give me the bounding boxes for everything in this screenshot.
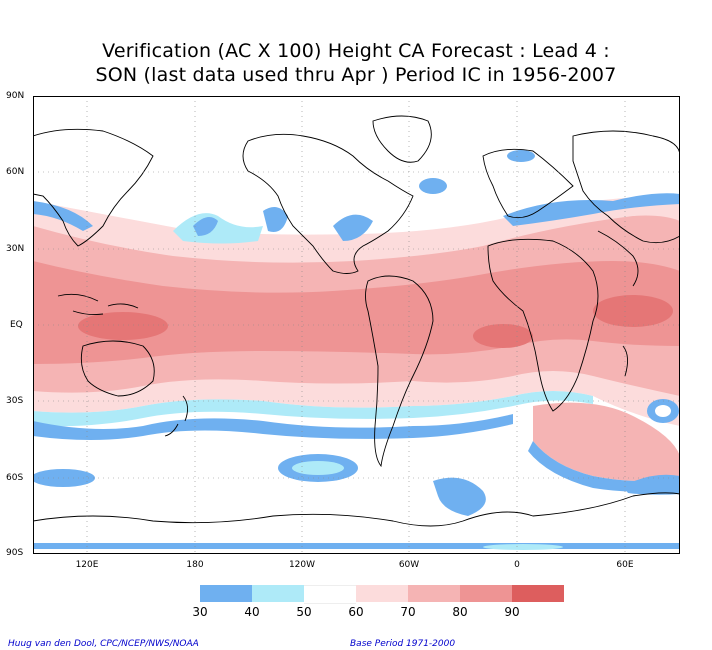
lat-label-90s: 90S — [6, 548, 24, 558]
map-title-line2: SON (last data used thru Apr ) Period IC… — [95, 64, 617, 86]
skill-edge-north-blue — [33, 201, 93, 231]
coast-africa — [487, 238, 599, 412]
coast-madagascar — [622, 345, 628, 377]
skill-blob-south-atlantic — [533, 402, 680, 481]
colorbar-swatch — [200, 585, 252, 602]
colorbar-label-80: 80 — [452, 605, 468, 619]
skill-blob-east-south-2-inner — [655, 405, 671, 417]
lat-label-60s: 60S — [6, 473, 24, 483]
coast-new-zealand — [164, 395, 188, 437]
colorbar-swatch — [252, 585, 304, 602]
colorbar-label-50: 50 — [296, 605, 312, 619]
coast-asia — [572, 130, 680, 244]
skill-patch-north-blue-5 — [507, 150, 535, 162]
lon-label-120w: 120W — [288, 560, 316, 570]
skill-patch-north-blue-4 — [419, 178, 447, 194]
skill-patch-north-blue-1 — [193, 217, 218, 236]
lon-label-60w: 60W — [398, 560, 420, 570]
colorbar-label-60: 60 — [348, 605, 364, 619]
skill-edge-south-blue — [33, 391, 593, 427]
colorbar-label-30: 30 — [192, 605, 208, 619]
colorbar-swatch — [512, 585, 564, 602]
lon-label-0: 0 — [514, 560, 520, 570]
contour-fields — [33, 150, 680, 550]
coast-australia — [80, 340, 155, 397]
skill-patch-90-mid — [473, 324, 533, 348]
lon-label-60e: 60E — [616, 560, 634, 570]
colorbar — [200, 585, 564, 604]
coast-south-america — [365, 275, 434, 468]
skill-patch-north-blue-3 — [333, 214, 373, 241]
coast-indonesia — [57, 293, 139, 316]
coast-antarctica — [33, 492, 680, 527]
footer-base-period: Base Period 1971-2000 — [350, 639, 456, 649]
lon-label-120e: 120E — [75, 560, 99, 570]
skill-patch-90-east — [593, 295, 673, 327]
colorbar-swatch — [460, 585, 512, 602]
colorbar-label-90: 90 — [504, 605, 520, 619]
lat-label-30n: 30N — [6, 244, 25, 254]
lat-label-90n: 90N — [6, 91, 25, 101]
colorbar-swatch — [356, 585, 408, 602]
skill-edge-south-blue-2 — [33, 414, 513, 440]
coast-asia-west — [33, 128, 154, 247]
colorbar-swatch — [304, 585, 356, 604]
lat-label-30s: 30S — [6, 396, 24, 406]
skill-blob-south-indian — [33, 469, 95, 487]
lon-label-180: 180 — [186, 560, 204, 570]
lat-label-eq: EQ — [10, 320, 23, 330]
skill-blob-east-south — [623, 474, 680, 495]
footer-credit: Huug van den Dool, CPC/NCEP/NWS/NOAA — [8, 639, 199, 649]
skill-blob-antarctic-atlantic — [433, 477, 486, 516]
lat-label-60n: 60N — [6, 167, 25, 177]
map-frame — [33, 96, 680, 554]
skill-patch-north-blue-2 — [263, 207, 288, 232]
coastlines — [33, 115, 680, 527]
coast-arabia — [597, 230, 639, 287]
colorbar-swatch — [408, 585, 460, 602]
colorbar-label-40: 40 — [244, 605, 260, 619]
map-title-line1: Verification (AC X 100) Height CA Foreca… — [102, 40, 610, 62]
coast-europe — [482, 148, 574, 219]
skill-patch-90-west — [78, 312, 168, 340]
colorbar-label-70: 70 — [400, 605, 416, 619]
coast-north-america — [242, 133, 414, 274]
coast-greenland — [372, 115, 432, 163]
skill-edge-north-east — [503, 193, 680, 226]
skill-band-antarctic — [33, 543, 680, 549]
skill-patch-antarctic-cyan — [483, 544, 563, 550]
skill-blob-south-pacific-inner — [292, 461, 344, 475]
world-map — [33, 96, 680, 554]
skill-edge-north-cyan — [173, 213, 263, 244]
